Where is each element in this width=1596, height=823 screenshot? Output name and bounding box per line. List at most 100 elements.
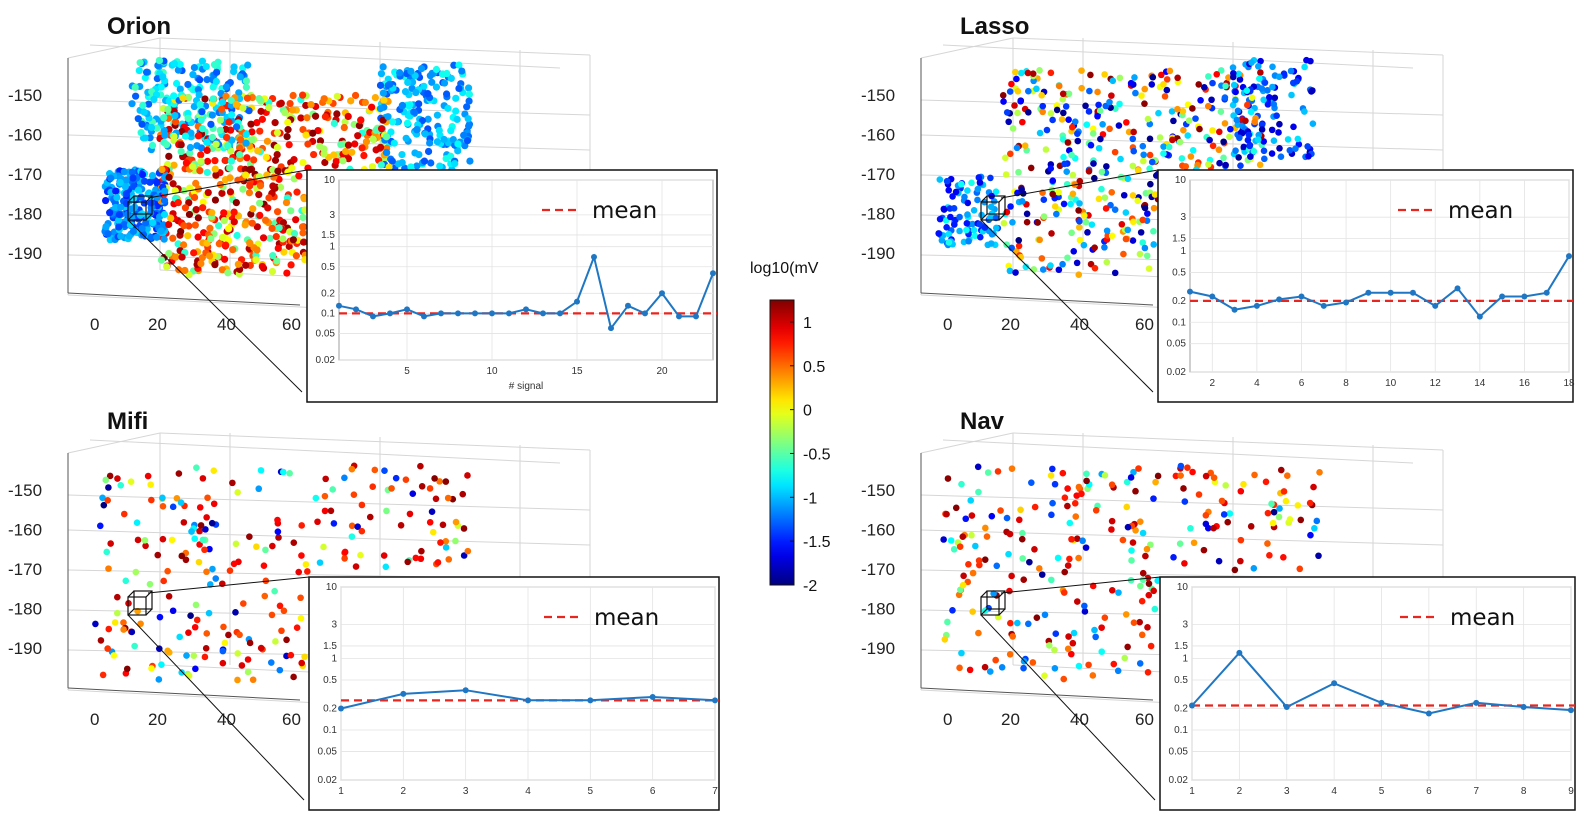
inset-x-tick: 6 (1299, 378, 1305, 389)
x-axis-line (920, 687, 1154, 701)
grid-line (67, 432, 161, 454)
scatter-point (1136, 250, 1144, 258)
scatter-point (440, 79, 449, 87)
scatter-point (153, 193, 161, 201)
scatter-point (1091, 244, 1098, 251)
scatter-point (1092, 506, 1100, 514)
scatter-point (943, 224, 950, 231)
grid-line (67, 529, 591, 546)
scatter-point (1260, 96, 1267, 104)
scatter-point (366, 128, 374, 137)
scatter-point (464, 115, 472, 123)
scatter-point (226, 174, 234, 182)
scatter-point (392, 474, 400, 482)
inset-y-tick: 0.2 (1172, 296, 1186, 307)
scatter-point (146, 580, 154, 588)
scatter-point (106, 472, 114, 480)
scatter-point (156, 613, 164, 621)
scatter-point (227, 157, 236, 165)
scatter-point (268, 267, 277, 276)
scatter-point (111, 619, 119, 626)
scatter-point (1271, 94, 1279, 102)
scatter-point (123, 210, 131, 219)
scatter-point (160, 235, 168, 243)
scatter-point (956, 213, 963, 221)
series-point (400, 690, 407, 697)
scatter-point (1184, 132, 1192, 139)
scatter-point (1286, 147, 1294, 154)
scatter-point (1108, 92, 1115, 99)
scatter-point (232, 609, 239, 616)
scatter-point (1187, 524, 1194, 532)
scatter-point (123, 665, 131, 673)
grid-line (942, 439, 1414, 464)
scatter-point (177, 141, 185, 149)
scatter-point (275, 224, 283, 232)
scatter-point (195, 91, 203, 99)
scatter-point (415, 100, 423, 108)
scatter-point (1136, 660, 1144, 667)
scatter-point (1131, 74, 1138, 81)
scatter-point (451, 159, 459, 168)
scatter-point (1121, 654, 1129, 662)
scatter-point (173, 495, 181, 502)
scatter-point (947, 537, 955, 544)
scatter-point (1071, 118, 1079, 126)
scatter-point (1099, 120, 1106, 128)
scatter-point (1215, 557, 1223, 565)
scatter-point (447, 74, 455, 82)
scatter-point (223, 133, 231, 142)
inset-x-label: # signal (509, 381, 543, 392)
scatter-point (1144, 210, 1151, 217)
scatter-point (450, 61, 458, 69)
scatter-point (420, 82, 428, 90)
scatter-point (420, 157, 429, 165)
inset-y-tick: 1.5 (323, 641, 337, 652)
scatter-point (950, 546, 958, 553)
scatter-point (1152, 478, 1159, 486)
scatter-point (969, 569, 977, 577)
scatter-point (273, 150, 281, 159)
scatter-point (1041, 611, 1049, 619)
scatter-point (1258, 121, 1266, 129)
scatter-point (387, 128, 395, 136)
scatter-point (285, 141, 293, 149)
scatter-point (279, 468, 287, 476)
scatter-point (1242, 117, 1249, 125)
scatter-point (1108, 526, 1115, 533)
z-tick-label: -170 (8, 560, 42, 579)
scatter-point (949, 193, 956, 200)
scatter-point (1236, 76, 1244, 83)
scatter-point (981, 663, 989, 671)
scatter-point (1217, 108, 1225, 116)
scatter-point (1148, 158, 1156, 166)
scatter-point (386, 80, 394, 88)
scatter-point (224, 269, 232, 277)
scatter-point (159, 494, 166, 502)
scatter-point (402, 134, 410, 142)
scatter-point (938, 237, 946, 244)
scatter-point (1034, 219, 1041, 226)
scatter-point (1150, 495, 1157, 502)
scatter-point (215, 240, 223, 248)
scatter-point (174, 240, 182, 248)
scatter-point (1286, 516, 1294, 523)
scatter-point (245, 107, 253, 115)
scatter-point (1251, 471, 1258, 479)
scatter-point (232, 540, 240, 548)
scatter-point (1315, 552, 1322, 560)
cube-edge (127, 590, 135, 598)
scatter-point (274, 516, 281, 524)
scatter-point (404, 78, 412, 86)
scatter-point (341, 548, 349, 556)
scatter-point (1124, 523, 1132, 531)
scatter-point (203, 76, 211, 84)
scatter-point (190, 63, 198, 72)
panel-nav: Nav-150-160-170-180-19002040601031.510.5… (861, 408, 1576, 811)
scatter-point (964, 187, 971, 194)
scatter-point (1232, 96, 1239, 104)
inset-x-tick: 7 (1473, 786, 1479, 797)
scatter-point (1192, 115, 1199, 122)
scatter-point (1139, 529, 1147, 537)
series-point (1473, 699, 1480, 706)
